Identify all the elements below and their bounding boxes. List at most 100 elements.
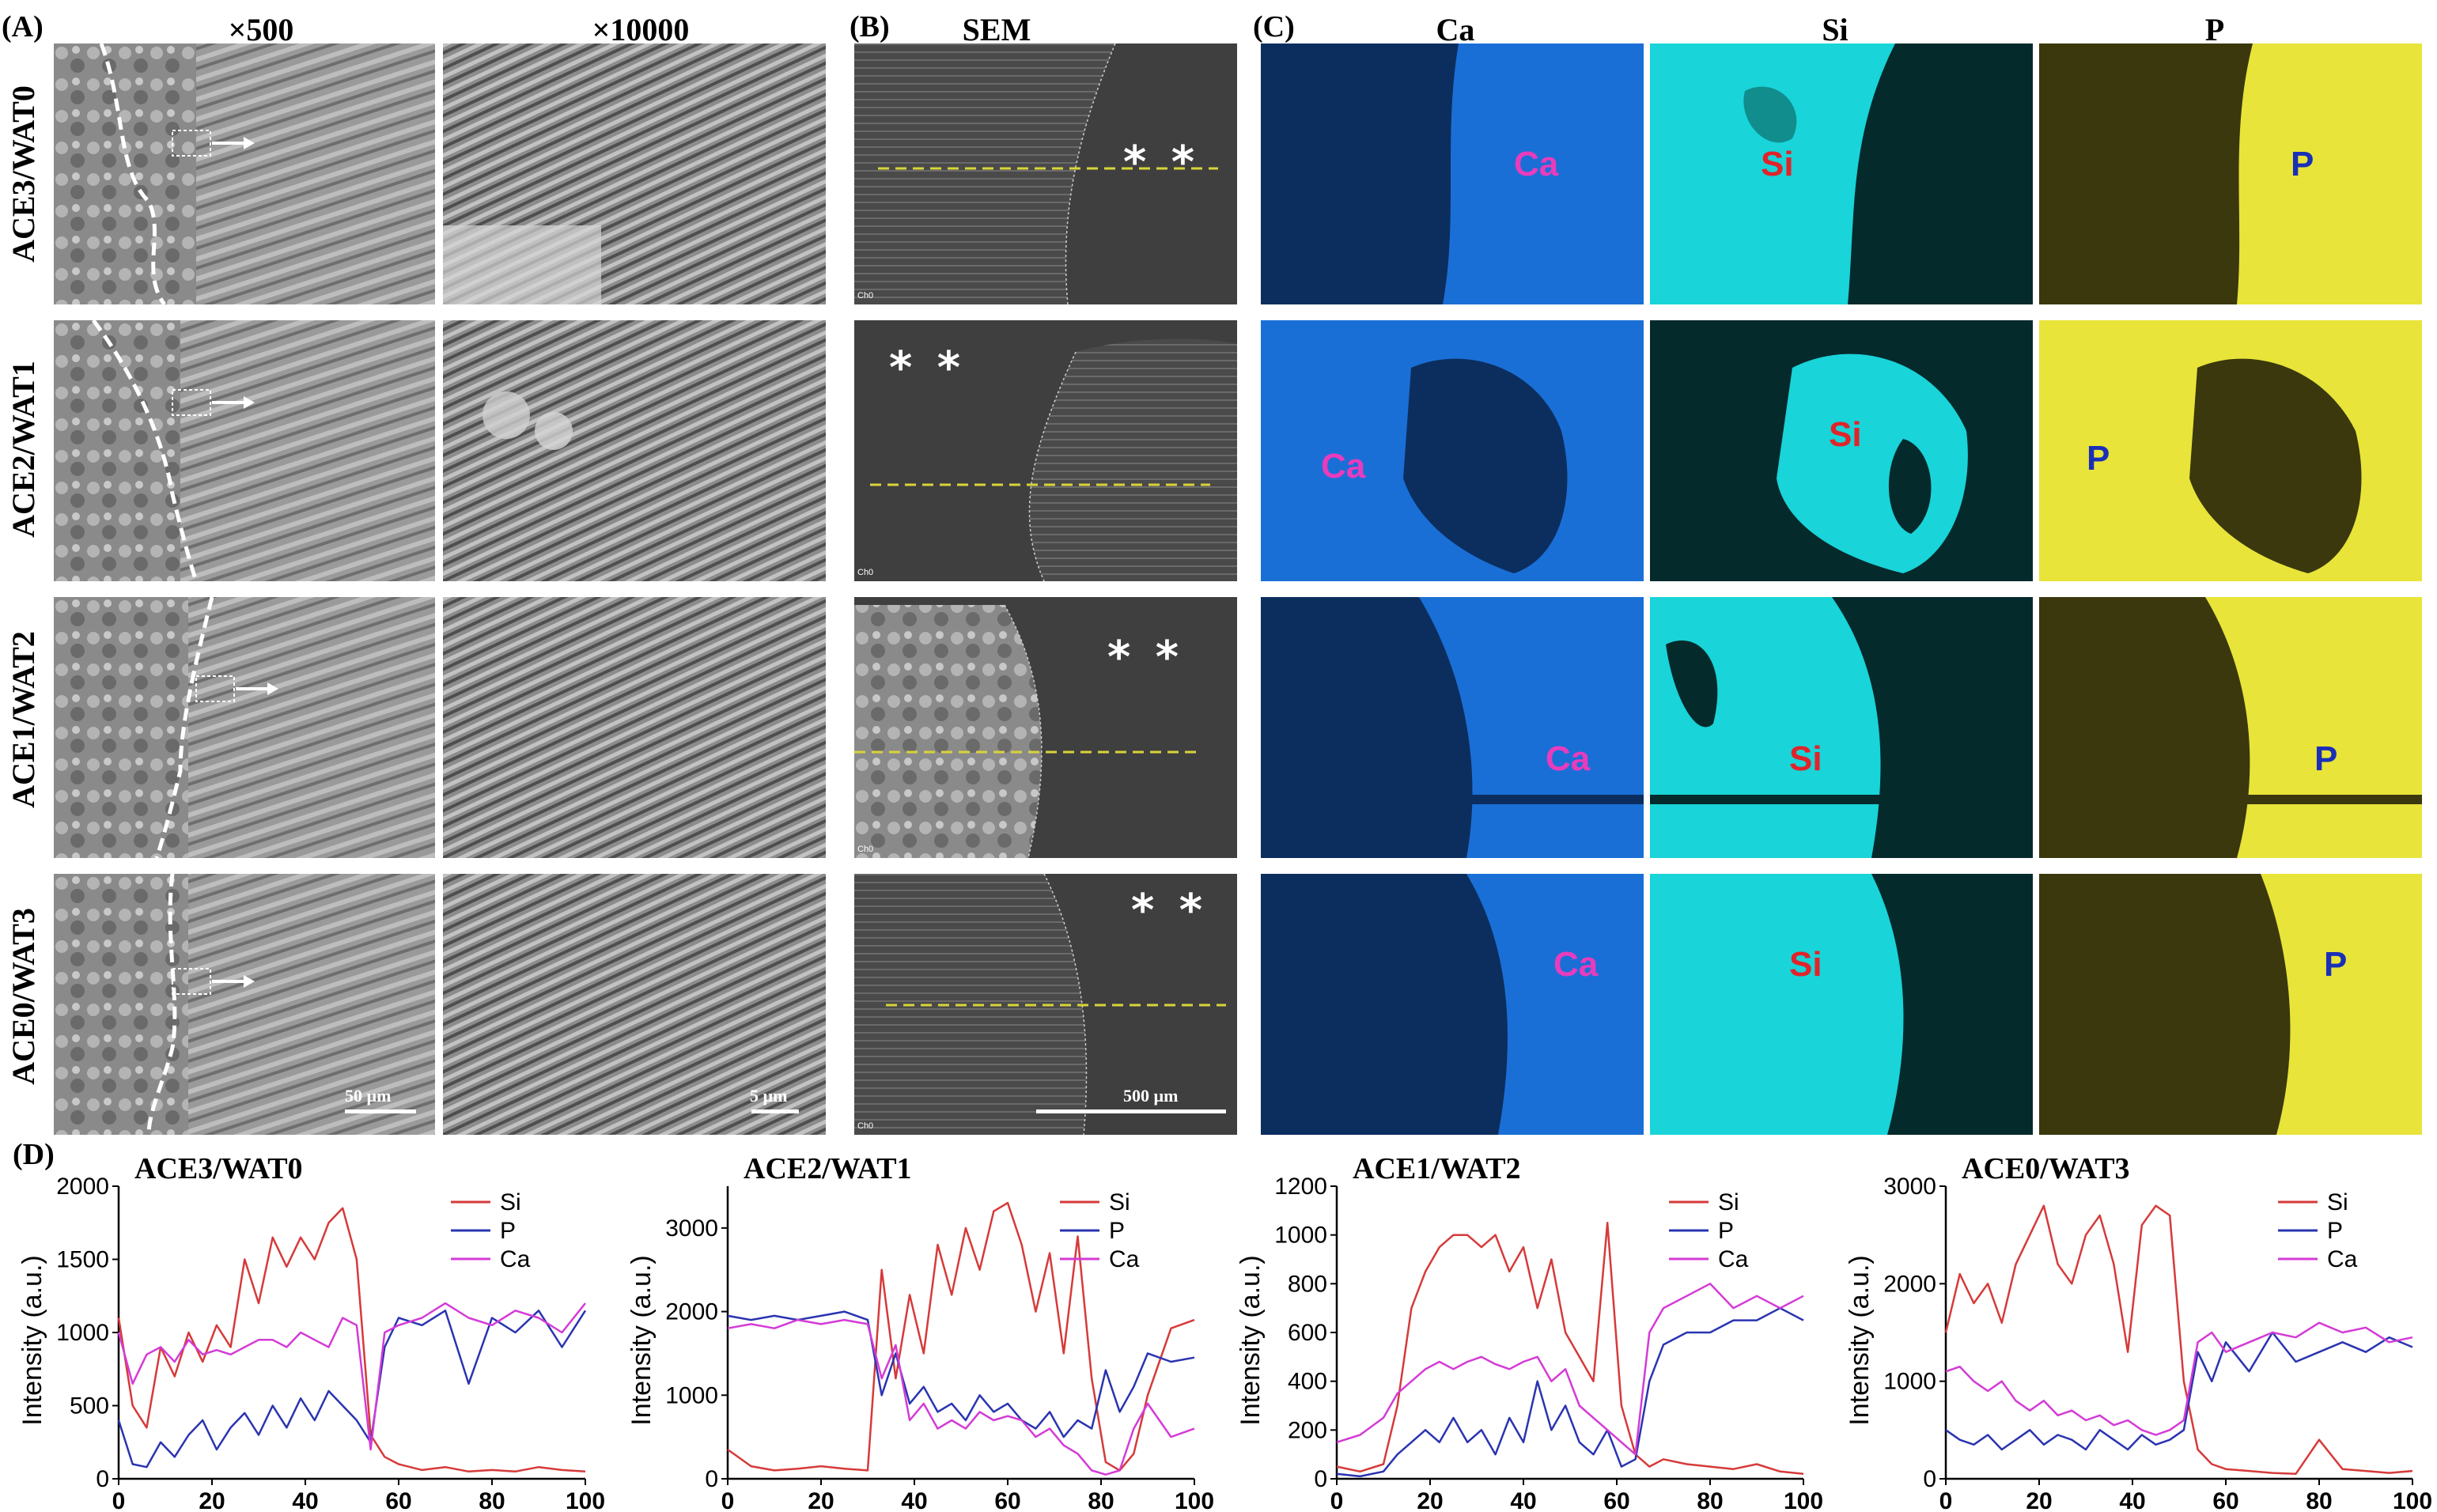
row-label-ace3-wat0: ACE3/WAT0 [6,85,41,263]
map-label-p: P [2314,739,2338,778]
y-tick-label: 200 [1288,1417,1327,1443]
x-tick-label: 60 [994,1488,1020,1512]
sem-stars: * * [1123,137,1200,188]
sem-stars: * * [889,342,966,394]
map-p-ace2-wat1: P [2039,320,2422,581]
y-tick-label: 3000 [665,1215,718,1242]
y-tick-label: 500 [70,1393,109,1419]
scale-label-500: 50 µm [345,1086,392,1106]
sem-corner-tag: Ch0 [857,291,873,301]
y-tick-label: 0 [1314,1466,1327,1492]
legend-label-ca: Ca [500,1246,531,1272]
chart-ace0-wat3: 0 20 40 60 80 100 0 1000 2000 3000 Intensity (a.u.… [1827,1139,2436,1512]
sem-map-ace3-wat0: Ch0 * * [854,43,1237,304]
y-tick-label: 1200 [1274,1174,1327,1200]
x-tick-label: 0 [112,1488,126,1512]
legend-label-p: P [500,1218,516,1244]
y-axis-label: Intensity (a.u.) [1236,1255,1266,1425]
x-tick-label: 80 [1088,1488,1114,1512]
panel-letter-c: (C) [1253,10,1295,43]
map-label-si: Si [1829,415,1862,454]
row-label-ace0-wat3: ACE0/WAT3 [6,908,41,1085]
x-tick-label: 40 [1510,1488,1536,1512]
map-label-ca: Ca [1553,945,1599,984]
x-tick-label: 60 [1603,1488,1629,1512]
x-tick-label: 60 [385,1488,411,1512]
series-line-p [727,1310,1195,1438]
map-si-ace3-wat0: Si [1650,43,2033,304]
column-header-p: P [2204,12,2225,47]
y-tick-label: 0 [1923,1466,1936,1492]
x-tick-label: 40 [901,1488,927,1512]
series-line-p [1336,1306,1804,1478]
chart-ace3-wat0: 0 20 40 60 80 100 0 500 1000 1500 2000 Intensity (a… [0,1139,609,1512]
panel-letter-a: (A) [2,10,44,43]
y-tick-label: 1000 [1883,1369,1936,1395]
map-ca-ace0-wat3: Ca [1261,874,1644,1135]
y-tick-label: 3000 [1883,1174,1936,1200]
panel-letter-b: (B) [850,10,890,43]
chart-ace2-wat1: 0 20 40 60 80 100 0 1000 2000 3000 Intensity (a.u.… [609,1139,1218,1512]
sem-x10000-ace3-wat0 [443,43,826,304]
map-ca-ace3-wat0: Ca [1261,43,1644,304]
x-tick-label: 80 [2306,1488,2332,1512]
legend-label-si: Si [2327,1189,2348,1215]
panel-letter-d: (D) [13,1138,55,1171]
map-label-ca: Ca [1514,145,1559,183]
x-tick-label: 80 [479,1488,505,1512]
map-label-si: Si [1761,145,1794,183]
legend-label-ca: Ca [2327,1246,2358,1272]
legend-label-si: Si [500,1189,521,1215]
x-tick-label: 100 [1175,1488,1214,1512]
chart-ace1-wat2: 0 20 40 60 80 100 0 200 400 600 800 1000 1200 Intensi… [1218,1139,1827,1512]
x-tick-label: 20 [1417,1488,1443,1512]
map-p-ace1-wat2: P [2039,597,2422,858]
scale-bar-500 [345,1109,416,1113]
chart-title: ACE1/WAT2 [1353,1152,1521,1185]
legend-label-p: P [2327,1218,2343,1244]
x-tick-label: 100 [1784,1488,1823,1512]
sem-x500-ace3-wat0 [54,43,435,304]
map-label-ca: Ca [1321,447,1366,486]
x-tick-label: 0 [721,1488,735,1512]
map-ca-ace1-wat2: Ca [1261,597,1644,858]
column-header-ca: Ca [1436,12,1475,47]
scale-label-10000: 5 µm [750,1086,788,1106]
series-line-si [1944,1204,2413,1476]
map-ca-ace2-wat1: Ca [1261,320,1644,581]
map-p-ace3-wat0: P [2039,43,2422,304]
sem-map-ace0-wat3: Ch0 * * 500 µm [854,874,1237,1135]
y-tick-label: 1000 [1274,1223,1327,1249]
scale-label-sem: 500 µm [1123,1086,1179,1106]
map-p-ace0-wat3: P [2039,874,2422,1135]
sem-x500-ace0-wat3: 50 µm [54,874,435,1135]
series-line-p [117,1310,587,1469]
y-tick-label: 800 [1288,1271,1327,1297]
y-axis-label: Intensity (a.u.) [1845,1255,1875,1425]
x-tick-label: 40 [292,1488,318,1512]
sem-x10000-ace2-wat1 [443,320,826,581]
map-si-ace0-wat3: Si [1650,874,2033,1135]
scale-bar-sem [1036,1109,1226,1113]
svg-text:Ch0: Ch0 [857,845,873,854]
row-label-ace1-wat2: ACE1/WAT2 [6,631,41,808]
y-tick-label: 2000 [1883,1271,1936,1297]
legend-label-p: P [1109,1218,1125,1244]
x-tick-label: 20 [199,1488,225,1512]
sem-stars: * * [1107,632,1184,683]
map-label-ca: Ca [1546,739,1591,778]
x-tick-label: 60 [2212,1488,2238,1512]
column-header-x500: ×500 [228,12,294,47]
x-tick-label: 0 [1939,1488,1953,1512]
y-tick-label: 600 [1288,1320,1327,1346]
svg-text:Ch0: Ch0 [857,568,873,577]
x-tick-label: 80 [1697,1488,1723,1512]
sem-x500-ace2-wat1 [54,320,435,581]
y-axis-label: Intensity (a.u.) [626,1255,657,1425]
x-tick-label: 100 [2393,1488,2432,1512]
x-tick-label: 20 [808,1488,834,1512]
x-tick-label: 20 [2026,1488,2052,1512]
series-line-si [727,1201,1195,1472]
legend-label-si: Si [1718,1189,1739,1215]
y-tick-label: 1000 [665,1382,718,1408]
